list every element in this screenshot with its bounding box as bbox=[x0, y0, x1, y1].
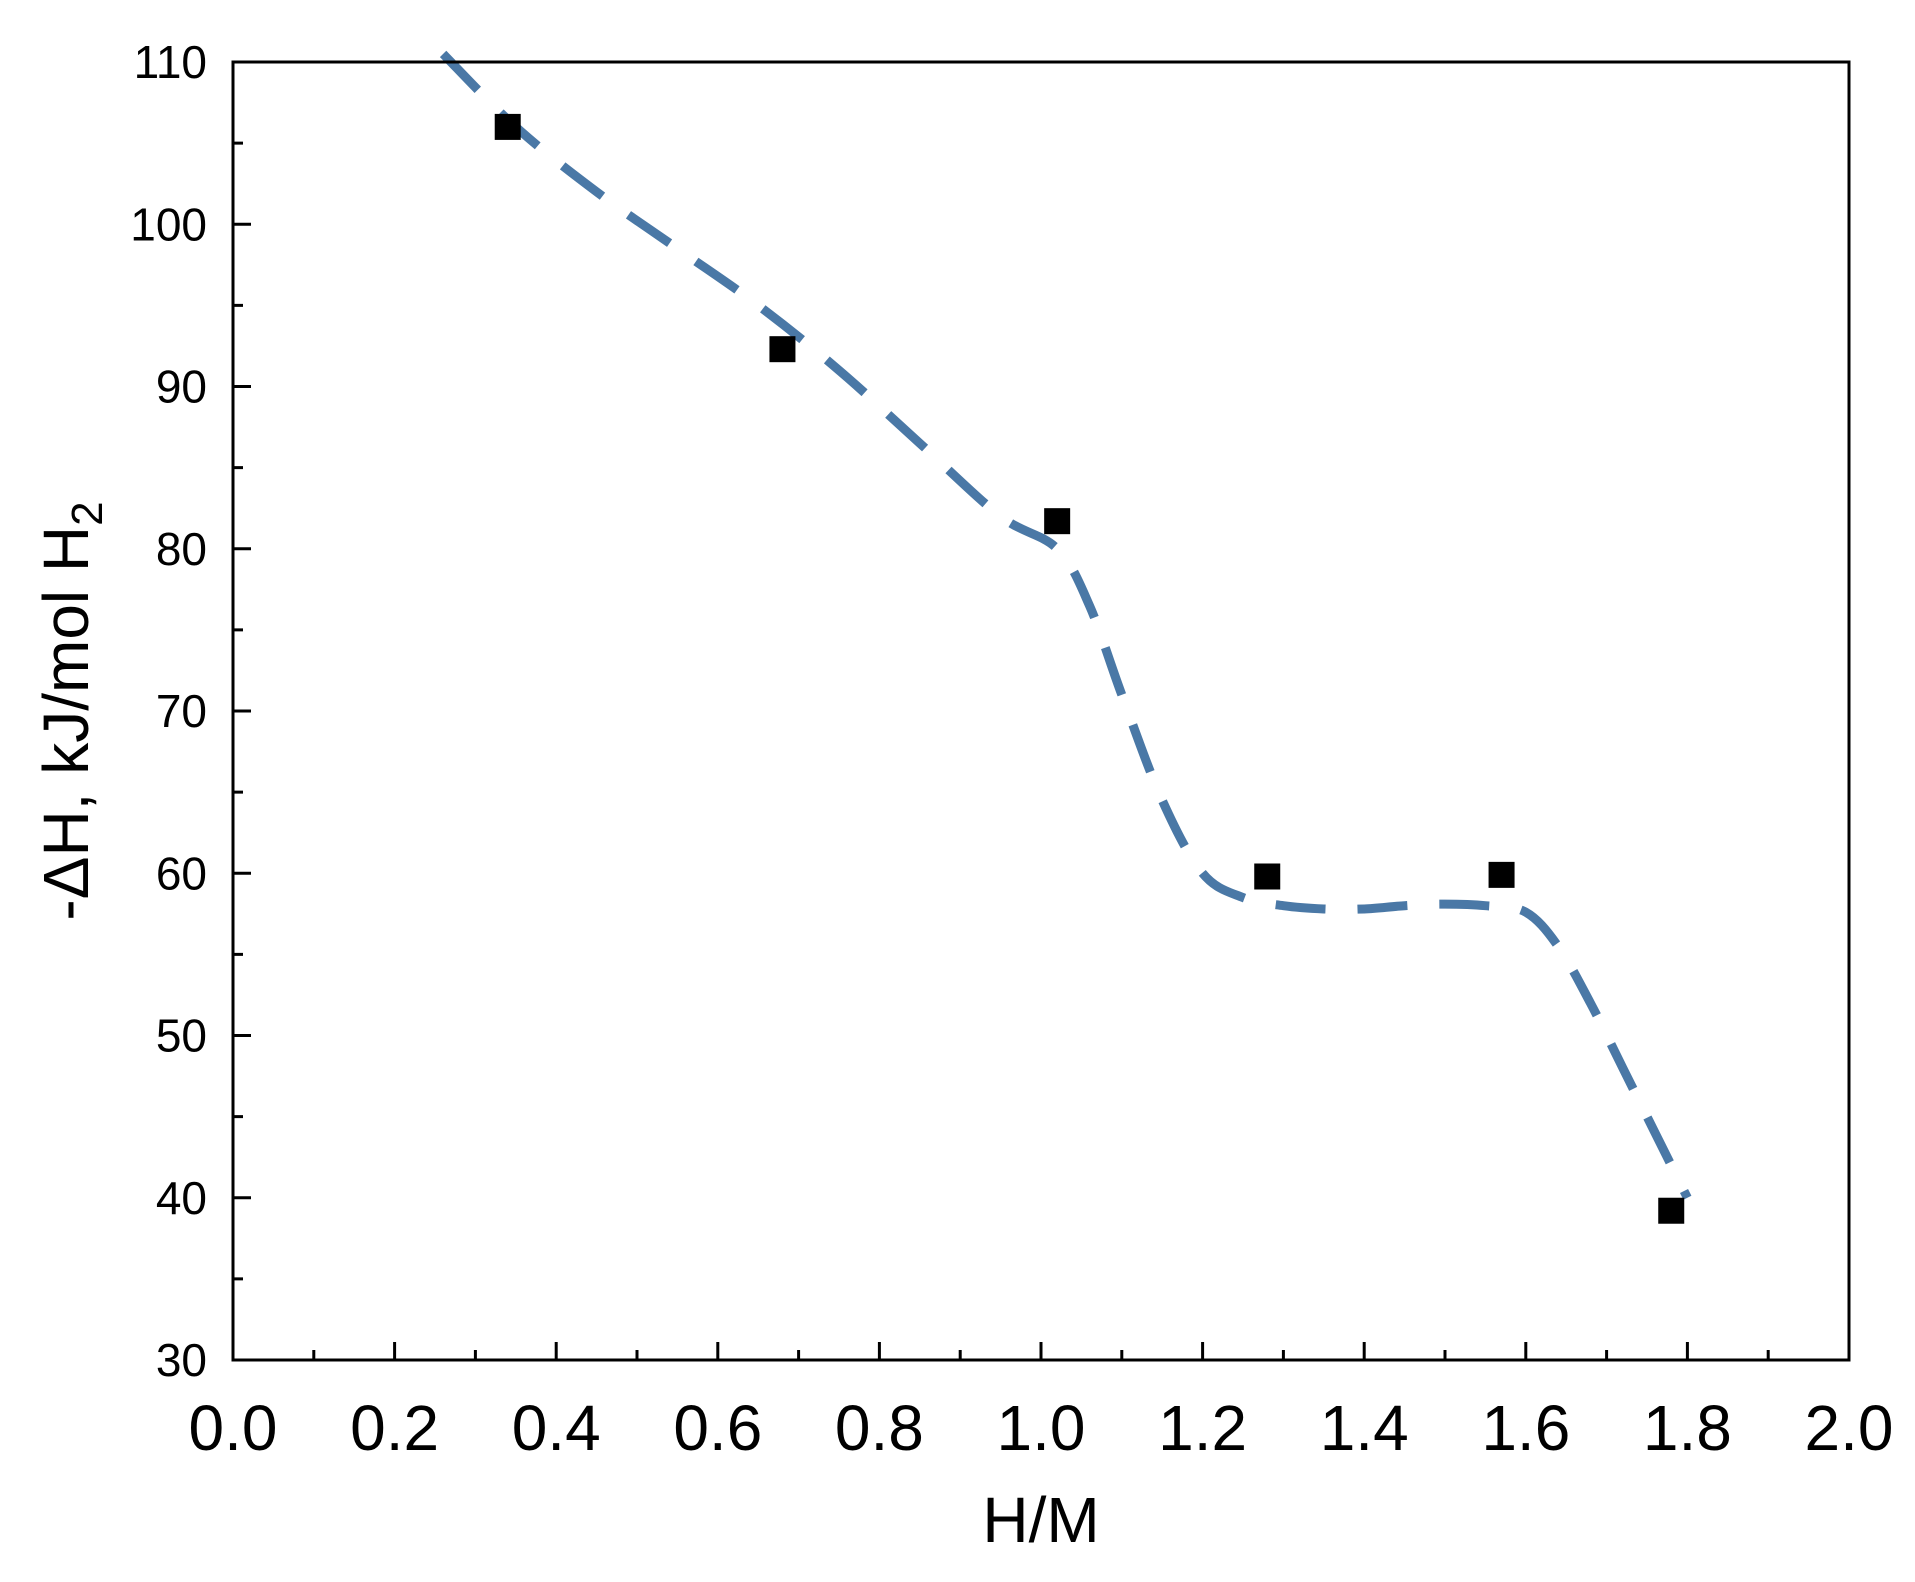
x-tick-label: 1.6 bbox=[1481, 1392, 1570, 1464]
x-tick-label: 1.2 bbox=[1158, 1392, 1247, 1464]
y-tick-label: 30 bbox=[156, 1334, 207, 1386]
y-tick-label: 60 bbox=[156, 847, 207, 899]
y-axis-title-main: -ΔH, kJ/mol H bbox=[30, 526, 102, 921]
data-point-square bbox=[1488, 861, 1515, 888]
data-point-square bbox=[769, 336, 796, 363]
y-tick-label: 100 bbox=[130, 198, 207, 250]
x-tick-label: 1.8 bbox=[1643, 1392, 1732, 1464]
plot-frame bbox=[231, 60, 1851, 1362]
y-axis-title: -ΔH, kJ/mol H2 bbox=[30, 501, 112, 920]
data-point-square bbox=[1254, 863, 1281, 890]
fit-curve-dashed bbox=[439, 50, 1692, 1200]
x-tick-label: 0.0 bbox=[189, 1392, 278, 1464]
x-tick-label: 1.4 bbox=[1320, 1392, 1409, 1464]
data-point-square bbox=[494, 113, 521, 140]
major-ticks bbox=[231, 60, 1851, 1362]
x-tick-label: 2.0 bbox=[1805, 1392, 1894, 1464]
y-tick-label: 90 bbox=[156, 361, 207, 413]
y-axis-title-subscript: 2 bbox=[63, 501, 112, 525]
x-tick-label: 0.2 bbox=[350, 1392, 439, 1464]
plot-content bbox=[439, 50, 1692, 1224]
x-axis-title: H/M bbox=[982, 1484, 1099, 1556]
x-tick-label: 1.0 bbox=[997, 1392, 1086, 1464]
x-tick-label: 0.4 bbox=[512, 1392, 601, 1464]
y-tick-label: 110 bbox=[134, 36, 207, 88]
x-tick-label: 0.8 bbox=[835, 1392, 924, 1464]
x-tick-label: 0.6 bbox=[673, 1392, 762, 1464]
data-point-square bbox=[1044, 508, 1071, 535]
y-tick-label: 40 bbox=[156, 1172, 207, 1224]
y-tick-label: 80 bbox=[156, 523, 207, 575]
minor-ticks bbox=[233, 141, 1770, 1360]
y-tick-label: 50 bbox=[156, 1010, 207, 1062]
x-tick-labels: 0.0 0.2 0.4 0.6 0.8 1.0 1.2 1.4 1.6 1.8 2.0 bbox=[189, 1392, 1894, 1464]
y-tick-labels: 30 40 50 60 70 80 90 100 110 bbox=[130, 36, 207, 1386]
data-point-square bbox=[1658, 1197, 1685, 1224]
y-tick-label: 70 bbox=[156, 685, 207, 737]
